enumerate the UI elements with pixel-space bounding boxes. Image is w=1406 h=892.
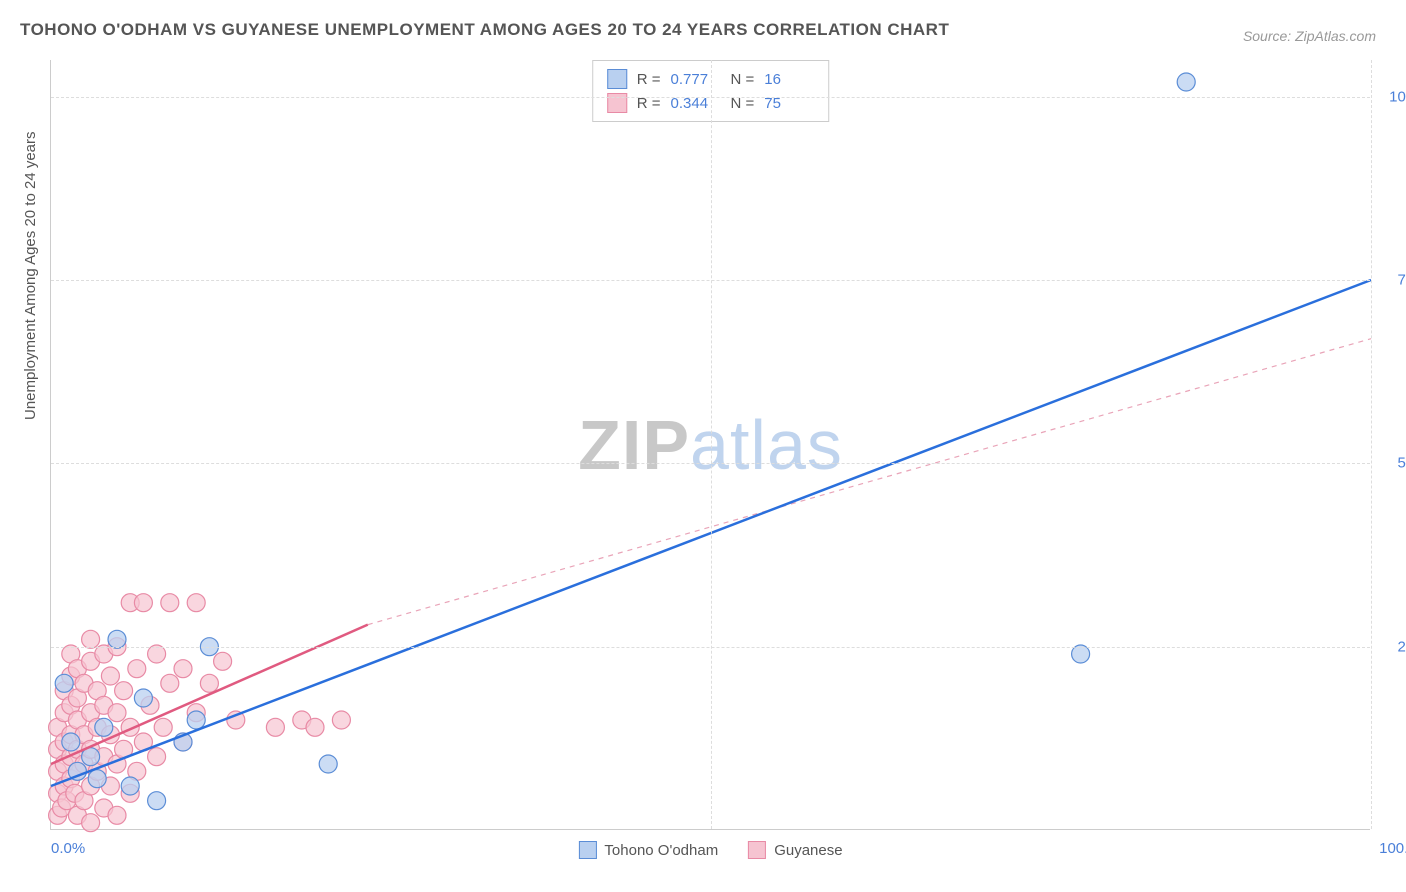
scatter-point [148, 748, 166, 766]
scatter-point [161, 594, 179, 612]
plot-area: ZIPatlas R = 0.777 N = 16 R = 0.344 N = … [50, 60, 1370, 830]
scatter-point [128, 660, 146, 678]
scatter-point [187, 594, 205, 612]
stat-n-value-1: 16 [764, 71, 814, 88]
grid-line-v [1371, 60, 1372, 829]
scatter-point [134, 594, 152, 612]
scatter-point [1072, 645, 1090, 663]
scatter-point [121, 777, 139, 795]
scatter-point [332, 711, 350, 729]
legend-label: Tohono O'odham [604, 842, 718, 859]
stats-swatch-1 [607, 69, 627, 89]
scatter-point [108, 806, 126, 824]
y-axis-label: Unemployment Among Ages 20 to 24 years [22, 131, 39, 420]
scatter-point [154, 718, 172, 736]
scatter-point [115, 682, 133, 700]
x-tick-label: 100.0% [1379, 840, 1406, 857]
stat-r-label-1: R = [637, 71, 661, 88]
scatter-point [88, 770, 106, 788]
scatter-point [174, 660, 192, 678]
legend-item: Tohono O'odham [578, 841, 718, 859]
scatter-point [161, 674, 179, 692]
scatter-point [266, 718, 284, 736]
legend-swatch [748, 841, 766, 859]
legend-item: Guyanese [748, 841, 842, 859]
scatter-point [1177, 73, 1195, 91]
stat-n-label-1: N = [731, 71, 755, 88]
stat-r-value-1: 0.777 [671, 71, 721, 88]
scatter-point [214, 652, 232, 670]
y-tick-label: 75.0% [1397, 272, 1406, 289]
grid-line-v [711, 60, 712, 829]
scatter-point [148, 645, 166, 663]
scatter-point [82, 630, 100, 648]
legend-label: Guyanese [774, 842, 842, 859]
scatter-point [108, 704, 126, 722]
scatter-point [319, 755, 337, 773]
regression-line [368, 339, 1371, 625]
scatter-point [134, 689, 152, 707]
legend-swatch [578, 841, 596, 859]
scatter-point [187, 711, 205, 729]
source-attribution: Source: ZipAtlas.com [1243, 28, 1376, 44]
y-tick-label: 100.0% [1389, 88, 1406, 105]
scatter-point [95, 718, 113, 736]
x-tick-label: 0.0% [51, 840, 85, 857]
scatter-point [200, 674, 218, 692]
scatter-point [306, 718, 324, 736]
scatter-point [148, 792, 166, 810]
scatter-point [82, 814, 100, 832]
legend-bottom: Tohono O'odham Guyanese [578, 841, 842, 859]
y-tick-label: 25.0% [1397, 638, 1406, 655]
scatter-point [101, 667, 119, 685]
chart-title: TOHONO O'ODHAM VS GUYANESE UNEMPLOYMENT … [20, 20, 949, 40]
scatter-point [108, 630, 126, 648]
scatter-point [62, 733, 80, 751]
scatter-point [55, 674, 73, 692]
y-tick-label: 50.0% [1397, 455, 1406, 472]
